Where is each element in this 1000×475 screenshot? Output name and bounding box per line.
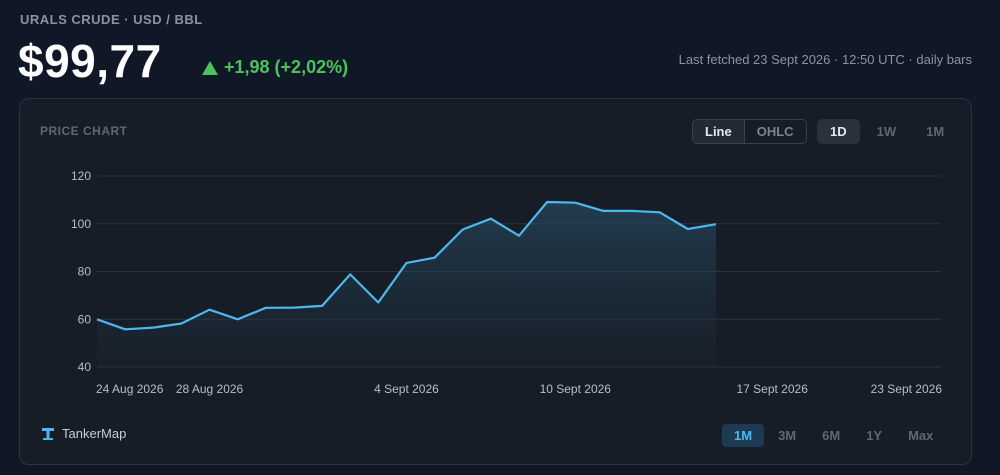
range-1y-button[interactable]: 1Y — [866, 428, 883, 443]
interval-1d-button[interactable]: 1D — [817, 119, 860, 144]
price-change: +1,98 (+2,02%) — [202, 57, 348, 78]
chart-type-line-button[interactable]: Line — [693, 120, 744, 143]
x-tick-label: 24 Aug 2026 — [96, 382, 164, 396]
ticker-label: URALS CRUDE · USD / BBL — [20, 12, 203, 27]
range-selector: 1M 3M 6M 1Y Max — [722, 424, 945, 447]
range-3m-button[interactable]: 3M — [778, 428, 797, 443]
chart-type-ohlc-button[interactable]: OHLC — [743, 120, 806, 143]
brand-name: TankerMap — [62, 426, 127, 441]
up-arrow-icon — [202, 60, 218, 75]
x-tick-label: 10 Sept 2026 — [540, 382, 612, 396]
y-tick-label: 100 — [71, 217, 91, 231]
current-price: $99,77 — [18, 35, 162, 87]
price-line — [96, 200, 717, 331]
y-tick-label: 40 — [78, 360, 92, 374]
range-6m-button[interactable]: 6M — [822, 428, 841, 443]
tankermap-logo-icon — [42, 427, 54, 440]
x-tick-label: 4 Sept 2026 — [374, 382, 439, 396]
y-tick-label: 120 — [71, 169, 91, 183]
panel-title: PRICE CHART — [40, 124, 128, 138]
interval-1w-button[interactable]: 1W — [876, 124, 897, 139]
interval-1m-button[interactable]: 1M — [926, 124, 945, 139]
range-1m-button[interactable]: 1M — [722, 424, 765, 447]
x-tick-label: 17 Sept 2026 — [736, 382, 808, 396]
price-area — [97, 202, 716, 367]
price-change-value: +1,98 (+2,02%) — [224, 57, 349, 77]
brand-logo: TankerMap — [42, 426, 126, 441]
y-tick-label: 60 — [78, 312, 92, 326]
y-tick-label: 80 — [78, 265, 92, 279]
interval-selector: 1D 1W 1M — [817, 119, 957, 144]
last-fetched-text: Last fetched 23 Sept 2026 · 12:50 UTC · … — [678, 52, 972, 67]
x-tick-label: 28 Aug 2026 — [176, 382, 244, 396]
range-max-button[interactable]: Max — [908, 428, 934, 443]
x-tick-label: 23 Sept 2026 — [871, 382, 943, 396]
chart-type-toggle: Line OHLC — [692, 119, 807, 144]
price-chart-panel: PRICE CHART Line OHLC 1D 1W 1M 40 60 80 100… — [19, 98, 972, 465]
price-chart: 40 60 80 100 120 24 Aug 2026 28 Aug 2026 4 Sep… — [71, 169, 943, 396]
